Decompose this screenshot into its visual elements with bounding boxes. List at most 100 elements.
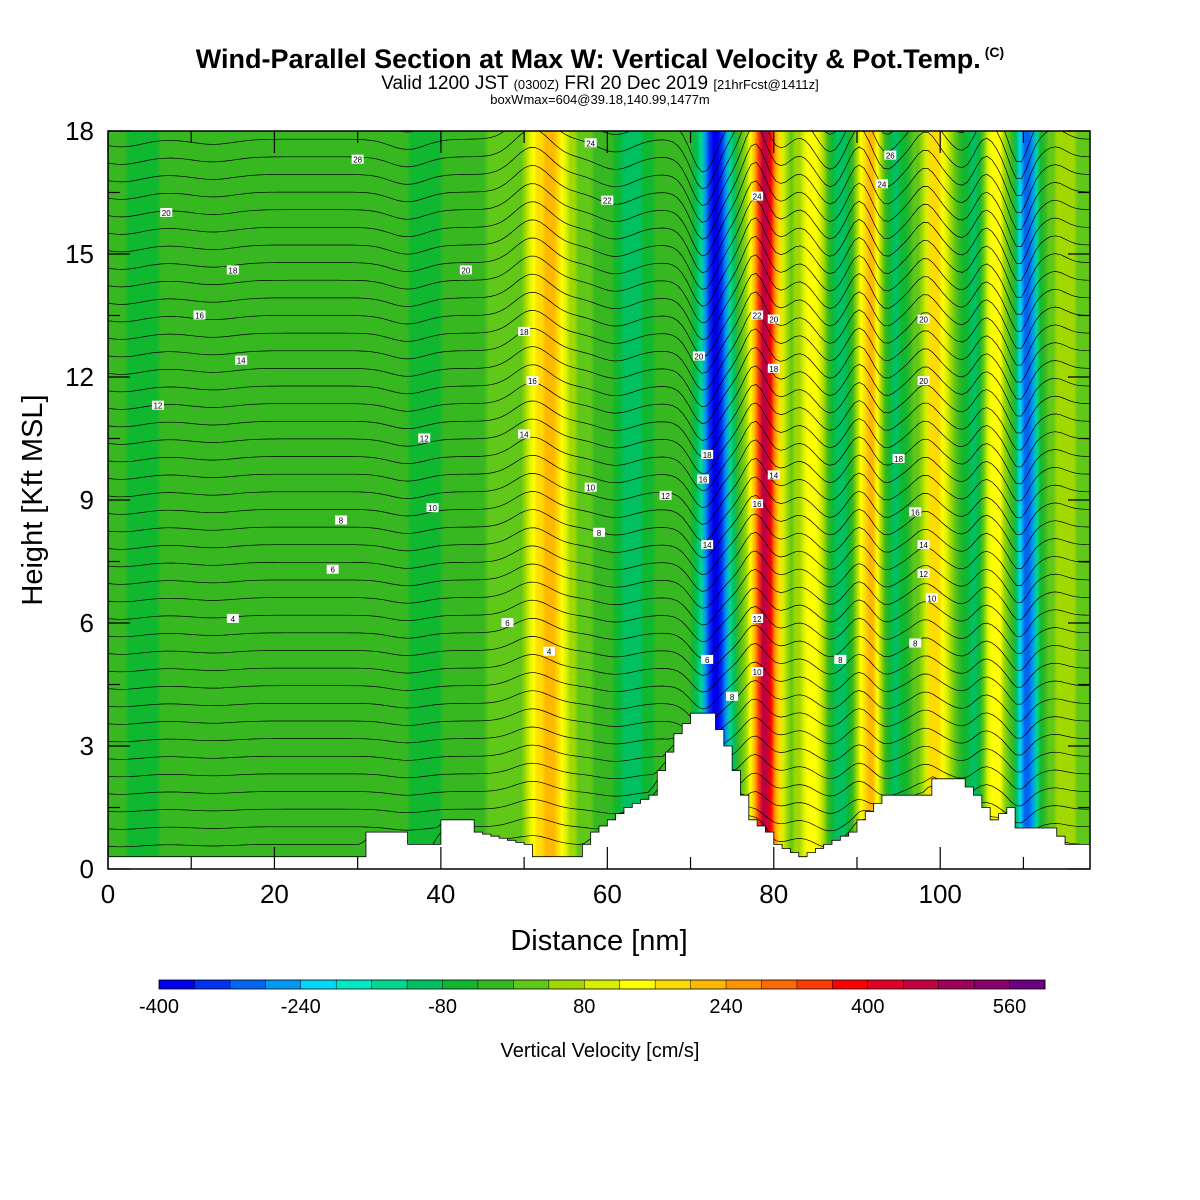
contour-label-bg <box>659 490 672 500</box>
colorbar-swatch <box>796 980 833 989</box>
contour-label-text: 24 <box>586 139 595 148</box>
isentrope-line <box>108 606 1090 659</box>
contour-label-text: 26 <box>886 152 895 161</box>
contour-label-bg <box>226 613 239 623</box>
terrain-mask <box>107 712 1091 870</box>
isentrope-line <box>108 272 1090 357</box>
contour-label-text: 24 <box>877 180 886 189</box>
contour-label-text: 8 <box>838 656 843 665</box>
x-tick-label: 40 <box>426 879 455 909</box>
colorbar-swatch <box>477 980 514 989</box>
contour-label: 18 <box>518 326 531 337</box>
colorbar-swatch <box>938 980 975 989</box>
contour-label-text: 4 <box>231 615 236 624</box>
contour-label-bg <box>892 454 905 463</box>
contour-label: 16 <box>909 507 922 517</box>
contour-label-text: 8 <box>597 529 602 538</box>
colorbar-tick-label: 80 <box>573 996 595 1018</box>
contour-label-text: 14 <box>520 430 529 439</box>
colorbar-swatch <box>832 980 869 989</box>
colorbar-title: Vertical Velocity [cm/s] <box>501 1040 700 1062</box>
contour-label-bg <box>692 351 705 361</box>
contour-label-group: 28 20 18 16 14 12 20 18 16 14 12 10 8 6 4 6 4 24 22 10 8 12 20… <box>151 138 938 702</box>
plot-area: 28 20 18 16 14 12 20 18 16 14 12 10 8 6 4 6 4 24 22 10 8 12 20… <box>107 130 1091 870</box>
colorbar-swatch <box>265 980 302 989</box>
contour-label-bg <box>701 449 714 459</box>
contour-label-text: 6 <box>505 619 510 628</box>
contour-label: 20 <box>767 314 780 325</box>
contour-label-bg <box>518 429 531 439</box>
colorbar-swatch <box>761 980 798 989</box>
contour-label: 20 <box>917 376 930 386</box>
isentrope-line <box>108 513 1090 576</box>
colorbar-swatch <box>371 980 408 989</box>
colorbar-swatch <box>726 980 762 989</box>
contour-label: 4 <box>226 613 239 624</box>
colorbar-swatch <box>690 980 727 989</box>
x-axis: 0 20 40 60 80 100 <box>101 131 1025 909</box>
contour-label-bg <box>875 179 888 189</box>
contour-label-bg <box>193 310 206 320</box>
contour-label-text: 8 <box>913 640 918 649</box>
isentrope-line <box>108 569 1090 626</box>
isentrope-line <box>108 735 1090 773</box>
colorbar-swatch <box>867 980 904 989</box>
colorbar-swatch <box>584 980 621 989</box>
isentrope-line <box>108 180 1090 274</box>
isentrope-line <box>108 384 1090 458</box>
chart-subtitle: Valid 1200 JST (0300Z) FRI 20 Dec 2019 [… <box>0 74 1200 95</box>
y-tick-label: 6 <box>80 608 94 638</box>
contour-label-text: 14 <box>919 541 928 550</box>
contour-label-bg <box>518 326 531 336</box>
contour-label-text: 10 <box>927 594 936 603</box>
contour-label-text: 22 <box>753 312 762 321</box>
isentrope-line <box>108 198 1090 290</box>
isentrope-line <box>108 402 1090 475</box>
chart-title-text: Wind-Parallel Section at Max W: Vertical… <box>195 44 981 74</box>
isentrope-line <box>108 217 1090 307</box>
contour-label-bg <box>751 613 764 623</box>
colorbar-swatch <box>655 980 692 989</box>
isentrope-line <box>108 476 1090 542</box>
x-tick-label: 100 <box>919 879 962 909</box>
contour-label: 14 <box>917 540 930 550</box>
isentrope-line <box>108 698 1090 739</box>
contour-label-bg <box>909 507 922 517</box>
contour-label: 12 <box>917 568 930 579</box>
contour-label-bg <box>418 433 431 443</box>
contour-label-bg <box>601 195 614 205</box>
contour-label-bg <box>584 482 597 492</box>
contour-label: 24 <box>751 191 764 202</box>
isentrope-line <box>108 624 1090 676</box>
contour-label-text: 4 <box>547 648 552 657</box>
contour-label: 12 <box>659 490 672 501</box>
contour-label: 4 <box>543 646 556 657</box>
contour-label: 10 <box>925 593 938 603</box>
contour-label-bg <box>751 499 764 509</box>
contour-label-bg <box>925 593 938 603</box>
contour-label-text: 10 <box>753 668 762 677</box>
isentrope-line <box>108 439 1090 508</box>
contour-label: 8 <box>834 654 847 665</box>
contour-label-text: 10 <box>428 504 437 513</box>
isentrope-line <box>108 235 1090 324</box>
contour-label-text: 12 <box>661 492 670 501</box>
isentrope-line <box>108 328 1090 408</box>
y-tick-label: 12 <box>65 362 94 392</box>
contour-label: 20 <box>459 265 472 275</box>
contour-label-text: 18 <box>520 328 529 337</box>
contour-label-bg <box>543 646 556 656</box>
contour-label-bg <box>584 138 597 148</box>
contour-label: 26 <box>884 150 897 161</box>
contour-label-bg <box>593 527 605 537</box>
contour-label-bg <box>917 568 930 578</box>
contour-label-text: 6 <box>705 656 710 665</box>
contour-label-text: 18 <box>769 365 778 374</box>
colorbar-swatch <box>619 980 656 989</box>
contour-label: 24 <box>584 138 597 148</box>
contour-label: 12 <box>418 433 431 444</box>
contour-label-bg <box>335 515 348 525</box>
contour-label-text: 18 <box>228 266 237 275</box>
contour-label-text: 20 <box>919 377 928 386</box>
